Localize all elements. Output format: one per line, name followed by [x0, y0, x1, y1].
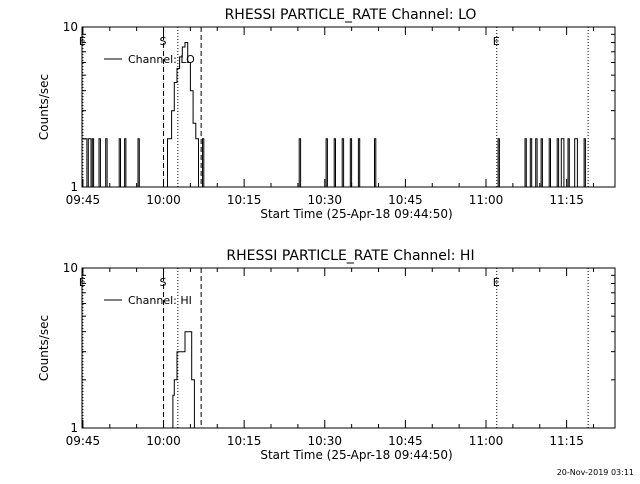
panel-1-x-tick-label: 10:30: [307, 193, 342, 207]
panel-1-x-tick-label: 10:00: [146, 193, 181, 207]
panel-2-y-axis-label: Counts/sec: [37, 315, 51, 381]
panel-1-y-tick-label: 10: [63, 20, 78, 34]
panel-1-legend-entry: Channel: LO: [128, 53, 195, 66]
panel-1-x-tick-label: 10:45: [388, 193, 423, 207]
panel-2-group: RHESSI PARTICLE_RATE Channel: HI 1 10 Count…: [37, 248, 616, 462]
panel-1-y-axis-label: Counts/sec: [37, 74, 51, 140]
panel-1-event-label: E: [493, 35, 500, 48]
panel-2-x-tick-label: 11:15: [549, 434, 584, 448]
panel-2-x-tick-label: 10:00: [146, 434, 181, 448]
panel-1-event-label: E: [79, 35, 86, 48]
footer-timestamp: 20-Nov-2019 03:11: [556, 468, 634, 477]
panel-2-plot-frame: [81, 267, 616, 429]
panel-1-x-tick-label: 11:15: [549, 193, 584, 207]
panel-2-x-tick-label: 10:30: [307, 434, 342, 448]
panel-2-event-label: E: [493, 276, 500, 289]
panel-1-x-tick-label: 10:15: [227, 193, 262, 207]
panel-2-title: RHESSI PARTICLE_RATE Channel: HI: [226, 248, 474, 264]
panel-1-event-label: S: [160, 35, 167, 48]
panel-1-series-line: [82, 42, 586, 188]
panel-1-plot-frame: [81, 26, 616, 188]
panel-2-x-tick-label: 10:45: [388, 434, 423, 448]
panel-1-x-tick-label: 11:00: [469, 193, 504, 207]
panel-2-event-label: S: [160, 276, 167, 289]
panel-2-x-axis-label: Start Time (25-Apr-18 09:44:50): [260, 448, 452, 462]
panel-2-x-tick-label: 11:00: [469, 434, 504, 448]
panel-1-x-axis-label: Start Time (25-Apr-18 09:44:50): [260, 207, 452, 221]
panel-2-y-tick-label: 1: [70, 421, 78, 435]
panel-2-legend-entry: Channel: HI: [128, 294, 192, 307]
panel-2-event-label: E: [79, 276, 86, 289]
panel-1-x-tick-label: 09:45: [66, 193, 101, 207]
panel-1-y-tick-label: 1: [70, 180, 78, 194]
panel-2-x-tick-label: 09:45: [66, 434, 101, 448]
panel-2-x-tick-label: 10:15: [227, 434, 262, 448]
panel-2-series-line: [171, 331, 195, 429]
panel-2-y-tick-label: 10: [63, 261, 78, 275]
panel-1-title: RHESSI PARTICLE_RATE Channel: LO: [225, 7, 477, 23]
panel-1-group: RHESSI PARTICLE_RATE Channel: LO 1 10 Count…: [37, 7, 616, 221]
